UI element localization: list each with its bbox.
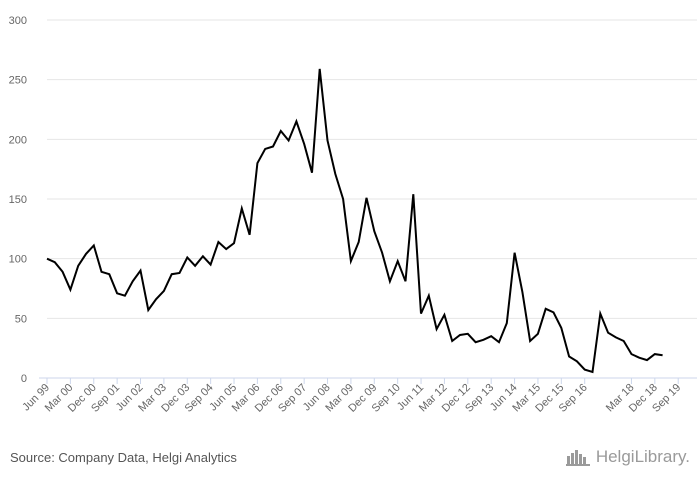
- y-tick-label: 0: [21, 373, 27, 385]
- y-axis-ticks: 0 50 100 150 200 250 300: [9, 15, 27, 385]
- y-tick-label: 300: [9, 15, 27, 27]
- logo-text: HelgiLibrary.: [595, 447, 690, 466]
- helgi-library-logo: HelgiLibrary.: [565, 447, 690, 467]
- y-tick-label: 250: [9, 75, 27, 87]
- y-tick-label: 50: [15, 313, 27, 325]
- library-icon: [565, 450, 590, 466]
- series-line: [46, 68, 663, 374]
- y-tick-label: 200: [9, 134, 27, 146]
- y-tick-label: 150: [9, 194, 27, 206]
- source-note: Source: Company Data, Helgi Analytics: [10, 450, 237, 465]
- y-tick-label: 100: [9, 254, 27, 266]
- gridlines: [47, 19, 697, 319]
